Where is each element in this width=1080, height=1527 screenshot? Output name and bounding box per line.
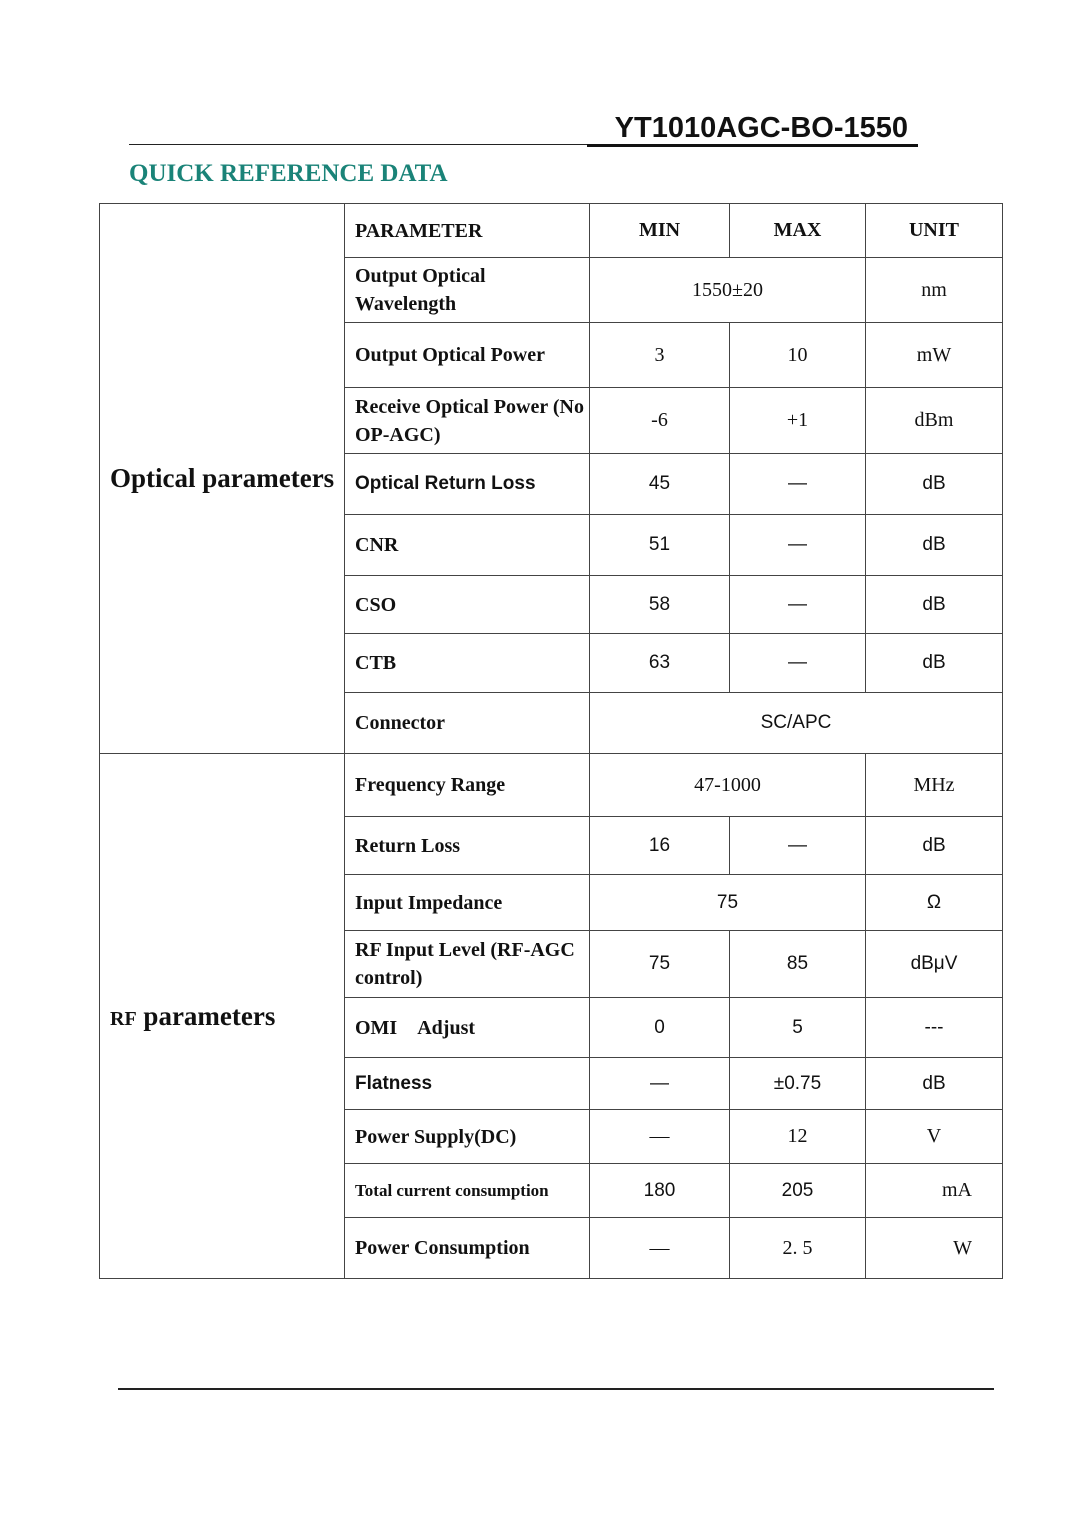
parameter-name: Power Consumption — [344, 1217, 590, 1279]
model-title: YT1010AGC-BO-1550 — [587, 112, 918, 147]
min-cell: — — [589, 1217, 730, 1279]
unit-cell: dB — [865, 633, 1003, 693]
max-cell: — — [729, 816, 866, 875]
parameter-name: Output Optical Wavelength — [344, 257, 590, 323]
unit-cell: dBm — [865, 387, 1003, 454]
min-cell: 45 — [589, 453, 730, 515]
parameter-name: Output Optical Power — [344, 322, 590, 388]
unit-cell: Ω — [865, 874, 1003, 931]
max-cell: — — [729, 453, 866, 515]
category-label: Optical parameters — [110, 463, 335, 493]
header-rule — [129, 144, 587, 145]
max-cell: 85 — [729, 930, 866, 998]
category-optical: Optical parameters — [99, 203, 345, 754]
parameter-name: Receive Optical Power (No OP-AGC) — [344, 387, 590, 454]
unit-cell: dB — [865, 1057, 1003, 1110]
unit-cell: --- — [865, 997, 1003, 1058]
min-cell: 63 — [589, 633, 730, 693]
value-cell: 47-1000 — [589, 753, 866, 817]
value-cell: 75 — [589, 874, 866, 931]
category-label-prefix: RF — [110, 1007, 137, 1030]
parameter-name: Power Supply(DC) — [344, 1109, 590, 1164]
min-cell: 0 — [589, 997, 730, 1058]
min-cell: — — [589, 1109, 730, 1164]
min-cell: — — [589, 1057, 730, 1110]
min-cell: 51 — [589, 514, 730, 576]
column-header: MIN — [589, 203, 730, 258]
min-cell: 75 — [589, 930, 730, 998]
table-row: Power Supply(DC) —12 V — [100, 1109, 1003, 1164]
unit-cell: dB — [865, 453, 1003, 515]
parameter-name: Total current consumption — [344, 1163, 590, 1218]
min-cell: 3 — [589, 322, 730, 388]
max-cell: 10 — [729, 322, 866, 388]
value-cell: 1550±20 — [589, 257, 866, 323]
min-cell: 16 — [589, 816, 730, 875]
column-header: UNIT — [865, 203, 1003, 258]
unit-cell: W — [865, 1217, 1003, 1279]
table-row: Input Impedance 75 Ω — [100, 874, 1003, 931]
table-row: Total current consumption 180 205 mA — [100, 1163, 1003, 1218]
parameter-name: Flatness — [344, 1057, 590, 1110]
column-header: PARAMETER — [344, 203, 590, 258]
table-row: CNR 51— dB — [100, 514, 1003, 576]
max-cell: — — [729, 514, 866, 576]
unit-cell: dB — [865, 816, 1003, 875]
unit-cell: nm — [865, 257, 1003, 323]
category-label: parameters — [136, 1000, 276, 1031]
column-header: MAX — [729, 203, 866, 258]
parameter-name: CTB — [344, 633, 590, 693]
table-row: RF Input Level (RF-AGC control) 75 85 dBμV — [100, 930, 1003, 998]
unit-cell: V — [865, 1109, 1003, 1164]
parameter-name: RF Input Level (RF-AGC control) — [344, 930, 590, 998]
max-cell: ±0.75 — [729, 1057, 866, 1110]
min-cell: 180 — [589, 1163, 730, 1218]
table-header-row: Optical parameters PARAMETER MIN MAX UNIT — [99, 203, 1003, 754]
unit-cell: MHz — [865, 753, 1003, 817]
parameter-name: CNR — [344, 514, 590, 576]
max-cell: +1 — [729, 387, 866, 454]
max-cell: — — [729, 575, 866, 634]
min-cell: -6 — [589, 387, 730, 454]
table-row: Receive Optical Power (No OP-AGC) -6 +1 dBm — [100, 387, 1003, 454]
parameter-name: Connector — [344, 692, 590, 754]
table-row: Optical Return Loss 45— dB — [100, 453, 1003, 515]
section-title: QUICK REFERENCE DATA — [129, 160, 448, 187]
max-cell: 5 — [729, 997, 866, 1058]
category-rf: RF parameters — [99, 753, 345, 1279]
table-row: Output Optical Power 3 10 mW — [100, 322, 1003, 388]
max-cell: — — [729, 633, 866, 693]
footer-rule — [118, 1388, 994, 1390]
unit-cell: dBμV — [865, 930, 1003, 998]
min-cell: 58 — [589, 575, 730, 634]
table-row: CSO 58— dB — [100, 575, 1003, 634]
parameter-name: Input Impedance — [344, 874, 590, 931]
unit-cell: dB — [865, 575, 1003, 634]
table-row: OMI Adjust 0 5 --- — [100, 997, 1003, 1058]
unit-cell: mA — [865, 1163, 1003, 1218]
max-cell: 2. 5 — [729, 1217, 866, 1279]
value-cell: SC/APC — [589, 692, 1003, 754]
reference-table: Optical parameters PARAMETER MIN MAX UNIT Out… — [99, 203, 1003, 1279]
parameter-name: Return Loss — [344, 816, 590, 875]
table-row: Return Loss 16— dB — [100, 816, 1003, 875]
parameter-name: Optical Return Loss — [344, 453, 590, 515]
max-cell: 205 — [729, 1163, 866, 1218]
table-row: Output Optical Wavelength 1550±20 nm — [100, 257, 1003, 323]
max-cell: 12 — [729, 1109, 866, 1164]
unit-cell: dB — [865, 514, 1003, 576]
parameter-name: CSO — [344, 575, 590, 634]
table-row: Flatness — ±0.75 dB — [100, 1057, 1003, 1110]
parameter-name: Frequency Range — [344, 753, 590, 817]
parameter-name: OMI Adjust — [344, 997, 590, 1058]
table-row: RF parameters Frequency Range 47-1000 MHz — [99, 753, 1003, 1279]
unit-cell: mW — [865, 322, 1003, 388]
